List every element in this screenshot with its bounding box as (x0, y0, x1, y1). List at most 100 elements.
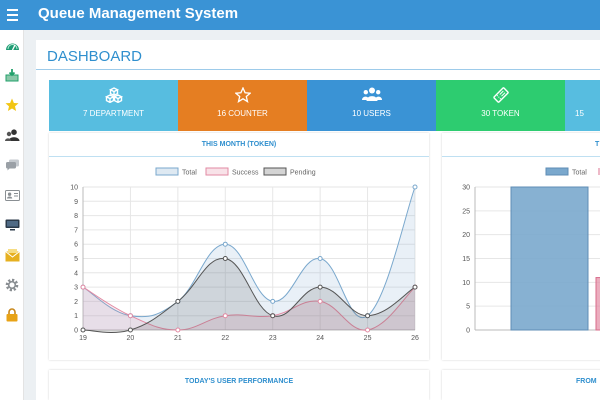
series-area-pending (83, 258, 415, 333)
star-icon[interactable] (0, 90, 24, 120)
data-point-success (80, 284, 86, 290)
legend-label-pending: Pending (290, 170, 316, 177)
legend-swatch-2 (598, 168, 600, 175)
today-performance-panel: TODAY'S USER PERFORMANCE (49, 370, 429, 400)
month-token-title: THIS MONTH (TOKEN) (49, 133, 429, 157)
x-tick-label: 23 (269, 335, 277, 342)
data-point-pending (412, 284, 418, 290)
monitor-icon[interactable] (0, 210, 24, 240)
data-point-pending (127, 327, 133, 333)
inbox-download-icon[interactable] (0, 60, 24, 90)
users-icon (307, 87, 436, 102)
gear-icon[interactable] (0, 270, 24, 300)
title-divider (36, 69, 600, 70)
sidebar (0, 30, 24, 400)
x-tick-label: 25 (364, 335, 372, 342)
data-point-total (317, 256, 323, 261)
right-chart-title: T (442, 133, 600, 157)
dashboard-panel: DASHBOARD 7 DEPARTMENT 16 COUNTER 10 USE… (36, 40, 600, 400)
data-point-pending (365, 313, 371, 319)
series-area-total (83, 187, 415, 330)
page-title: DASHBOARD (47, 48, 143, 65)
data-point-success (222, 313, 228, 319)
stat-tokens-label: 30 TOKEN (481, 109, 520, 118)
y-tick-label: 7 (74, 227, 78, 234)
right-chart-panel: T Total 0 5 10 15 20 25 30 (442, 133, 600, 360)
x-tick-label: 19 (79, 335, 87, 342)
legend-label-total: Total (182, 170, 197, 177)
x-tick-label: 21 (174, 335, 182, 342)
today-performance-title: TODAY'S USER PERFORMANCE (184, 378, 294, 385)
x-tick-label: 22 (221, 335, 229, 342)
legend-label-success: Success (232, 170, 259, 177)
legend-swatch-total (155, 167, 179, 176)
x-tick-label: 26 (411, 335, 419, 342)
y-tick-label: 10 (70, 185, 78, 192)
month-token-panel: THIS MONTH (TOKEN) Total Success Pending 0 1… (49, 133, 429, 360)
bar-total (510, 186, 589, 331)
cubes-icon (49, 87, 178, 103)
data-point-pending (270, 313, 276, 319)
data-point-pending (175, 298, 181, 304)
data-point-pending (80, 327, 86, 333)
legend-swatch-pending (263, 167, 287, 176)
y-tick-label: 5 (466, 304, 470, 311)
y-tick-label: 30 (462, 185, 470, 192)
data-point-pending (317, 284, 323, 290)
data-point-total (222, 241, 228, 247)
lock-icon[interactable] (0, 300, 24, 330)
y-tick-label: 10 (462, 280, 470, 287)
menu-toggle-icon[interactable] (0, 0, 24, 30)
data-point-success (175, 327, 181, 333)
stat-partial-label: 15 (575, 109, 584, 118)
y-tick-label: 6 (74, 242, 78, 249)
series-line-pending (82, 257, 416, 334)
from-title: FROM (576, 378, 597, 385)
top-navbar: Queue Management System (0, 0, 600, 30)
y-tick-label: 20 (462, 232, 470, 239)
stat-counters[interactable]: 16 COUNTER (178, 80, 307, 131)
y-tick-label: 9 (74, 199, 78, 206)
data-point-success (127, 313, 133, 319)
y-tick-label: 8 (74, 213, 78, 220)
envelope-icon[interactable] (0, 240, 24, 270)
data-point-pending (222, 256, 228, 261)
legend-swatch-total (545, 167, 569, 176)
x-tick-label: 24 (316, 335, 324, 342)
stat-partial[interactable]: 15 (565, 80, 600, 131)
y-tick-label: 0 (74, 328, 78, 335)
dashboard-icon[interactable] (0, 30, 24, 60)
from-panel: FROM (442, 370, 600, 400)
y-tick-label: 5 (74, 256, 78, 263)
stat-departments-label: 7 DEPARTMENT (82, 109, 145, 118)
stat-users-label: 10 USERS (352, 109, 391, 118)
legend-swatch-success (205, 167, 229, 176)
data-point-success (317, 298, 323, 304)
y-tick-label: 25 (462, 208, 470, 215)
chat-icon[interactable] (0, 150, 24, 180)
y-tick-label: 15 (462, 256, 470, 263)
ticket-icon (436, 87, 565, 103)
app-title: Queue Management System (38, 5, 239, 22)
stat-counters-label: 16 COUNTER (217, 109, 268, 118)
data-point-total (270, 298, 276, 304)
y-tick-label: 3 (74, 285, 78, 292)
stat-users[interactable]: 10 USERS (307, 80, 436, 131)
series-area-success (83, 287, 415, 331)
id-card-icon[interactable] (0, 180, 24, 210)
right-bar-chart: Total 0 5 10 15 20 25 30 (462, 167, 600, 335)
y-tick-label: 0 (466, 328, 470, 335)
y-tick-label: 4 (74, 270, 78, 277)
data-point-total (412, 184, 418, 190)
star-outline-icon (178, 87, 307, 103)
y-tick-label: 2 (74, 299, 78, 306)
stat-departments[interactable]: 7 DEPARTMENT (49, 80, 178, 131)
x-tick-label: 20 (127, 335, 135, 342)
data-point-success (365, 327, 371, 333)
stat-tokens[interactable]: 30 TOKEN (436, 80, 565, 131)
bar-second-series (595, 277, 600, 331)
users-icon[interactable] (0, 120, 24, 150)
legend-label-total: Total (572, 170, 587, 177)
y-tick-label: 1 (74, 313, 78, 320)
